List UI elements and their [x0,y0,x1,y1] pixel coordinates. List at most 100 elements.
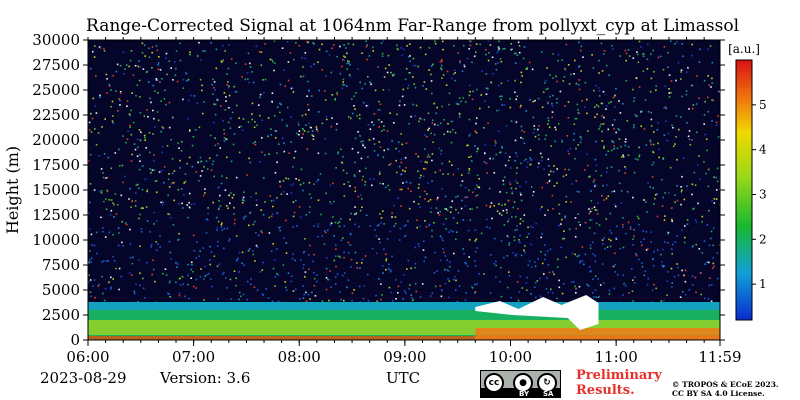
noise-pixel [118,267,121,270]
noise-pixel [632,88,634,91]
noise-pixel [564,105,566,107]
colorbar-tick-label: 1 [759,277,767,291]
noise-pixel [637,217,640,220]
noise-pixel [284,85,287,87]
noise-pixel [170,183,173,185]
noise-pixel [529,157,531,159]
noise-pixel [335,128,338,131]
noise-pixel [489,206,491,208]
noise-pixel [440,67,442,69]
noise-pixel [272,267,275,270]
masked-cloud [475,295,599,330]
noise-pixel [525,282,528,284]
noise-pixel [400,161,402,164]
noise-pixel [494,140,496,142]
noise-pixel [633,126,635,129]
noise-pixel [380,298,382,301]
noise-pixel [101,190,103,192]
noise-pixel [395,159,397,162]
noise-pixel [630,268,633,270]
noise-pixel [498,48,500,50]
noise-pixel [430,207,432,209]
noise-pixel [168,126,171,129]
noise-pixel [124,222,127,224]
noise-pixel [664,192,666,194]
noise-pixel [178,147,180,149]
noise-pixel [318,48,321,51]
noise-pixel [520,199,523,202]
colorbar-tick-label: 5 [759,98,767,112]
noise-pixel [241,199,244,201]
noise-pixel [106,92,108,94]
noise-pixel [112,234,114,236]
noise-pixel [678,128,680,131]
noise-pixel [117,227,120,229]
noise-pixel [541,156,543,158]
noise-pixel [279,185,282,188]
noise-pixel [636,215,639,218]
noise-pixel [276,197,278,199]
noise-pixel [105,73,108,76]
noise-pixel [264,78,267,81]
cc-license-badge[interactable]: cc ● ↻ BY SA [480,370,561,398]
noise-pixel [418,183,420,186]
noise-pixel [333,235,335,237]
noise-pixel [622,217,624,219]
copyright-notice: © TROPOS & ECoE 2023. CC BY SA 4.0 Licen… [672,380,779,398]
noise-pixel [515,52,517,55]
noise-pixel [603,145,605,147]
noise-pixel [346,68,348,70]
noise-pixel [135,94,137,97]
noise-pixel [192,136,195,138]
noise-pixel [328,54,331,56]
noise-pixel [139,160,141,162]
noise-pixel [242,118,245,120]
noise-pixel [250,278,252,280]
noise-pixel [543,168,545,170]
noise-pixel [247,121,250,123]
noise-pixel [437,124,439,126]
noise-pixel [190,268,192,271]
noise-pixel [179,159,181,162]
heatmap-background [88,40,720,340]
noise-pixel [207,207,209,209]
noise-pixel [92,285,94,287]
noise-pixel [674,194,676,196]
noise-pixel [353,174,356,176]
noise-pixel [427,182,429,184]
noise-pixel [658,148,660,151]
noise-pixel [113,203,115,206]
noise-pixel [233,270,236,272]
noise-pixel [416,226,418,229]
noise-pixel [100,216,102,219]
noise-pixel [283,150,286,153]
noise-pixel [455,208,457,211]
noise-pixel [521,287,524,289]
noise-pixel [711,120,713,122]
noise-pixel [681,290,684,293]
noise-pixel [516,281,519,283]
noise-pixel [646,68,649,70]
noise-pixel [89,201,91,204]
noise-pixel [302,182,305,184]
noise-pixel [267,297,270,299]
noise-pixel [325,267,328,270]
noise-pixel [461,174,463,176]
noise-pixel [548,173,550,176]
noise-pixel [637,158,639,161]
noise-pixel [375,294,377,297]
noise-pixel [595,164,598,167]
preliminary-line1: Preliminary [576,368,662,383]
noise-pixel [475,117,478,119]
noise-pixel [602,243,604,245]
noise-pixel [162,128,164,130]
noise-pixel [329,270,331,272]
noise-pixel [595,222,598,225]
noise-pixel [666,139,669,142]
noise-pixel [568,153,570,155]
noise-pixel [360,157,363,160]
noise-pixel [652,264,655,267]
noise-pixel [607,128,610,131]
noise-pixel [440,153,442,155]
